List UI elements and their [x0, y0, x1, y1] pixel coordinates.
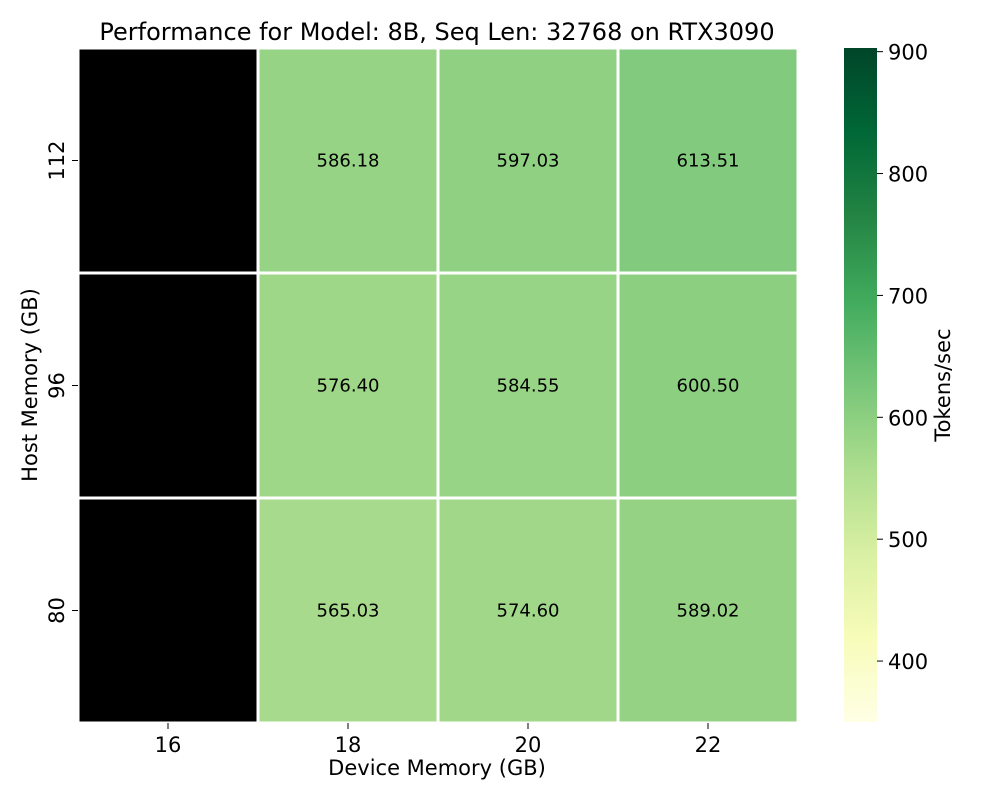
y-tick-label: 112 [45, 140, 69, 180]
cell-value-label: 600.50 [677, 376, 740, 397]
colorbar-tick-label: 700 [888, 284, 928, 308]
cell-value-label: 565.03 [317, 601, 380, 622]
heatmap-cell [256, 46, 440, 275]
x-tick-label: 20 [515, 733, 542, 757]
x-tick-label: 22 [695, 733, 722, 757]
cell-value-label: 586.18 [317, 151, 380, 172]
heatmap-cell [616, 271, 800, 500]
heatmap-cell [256, 271, 440, 500]
colorbar-tick-label: 900 [888, 41, 928, 65]
x-axis-ticks: 16 18 20 22 [155, 723, 722, 757]
y-tick-label: 96 [45, 372, 69, 399]
y-axis-label: Host Memory (GB) [18, 288, 42, 482]
heatmap-cell [436, 496, 620, 725]
heatmap-cell [76, 271, 260, 500]
cell-value-label: 589.02 [677, 601, 740, 622]
heatmap-cell [76, 46, 260, 275]
heatmap-cell [436, 46, 620, 275]
y-axis-ticks: 112 96 80 [45, 140, 78, 624]
colorbar-tick-label: 500 [888, 528, 928, 552]
heatmap-cell [76, 496, 260, 725]
colorbar-ticks: 400 500 600 700 800 900 [877, 41, 928, 674]
colorbar [844, 48, 877, 722]
cell-value-label: 613.51 [677, 151, 740, 172]
cell-value-label: 584.55 [497, 376, 560, 397]
cell-value-label: 576.40 [317, 376, 380, 397]
x-tick-label: 16 [155, 733, 182, 757]
x-tick-label: 18 [335, 733, 362, 757]
colorbar-tick-label: 400 [888, 650, 928, 674]
heatmap-cells: 586.18 597.03 613.51 576.40 584.55 600.50 565.… [76, 46, 800, 725]
colorbar-tick-label: 600 [888, 406, 928, 430]
colorbar-tick-label: 800 [888, 163, 928, 187]
heatmap-cell [616, 46, 800, 275]
cell-value-label: 597.03 [497, 151, 560, 172]
chart-title: Performance for Model: 8B, Seq Len: 3276… [99, 18, 774, 46]
colorbar-label: Tokens/sec [931, 328, 955, 442]
cell-value-label: 574.60 [497, 601, 560, 622]
x-axis-label: Device Memory (GB) [328, 756, 546, 780]
y-tick-label: 80 [45, 597, 69, 624]
